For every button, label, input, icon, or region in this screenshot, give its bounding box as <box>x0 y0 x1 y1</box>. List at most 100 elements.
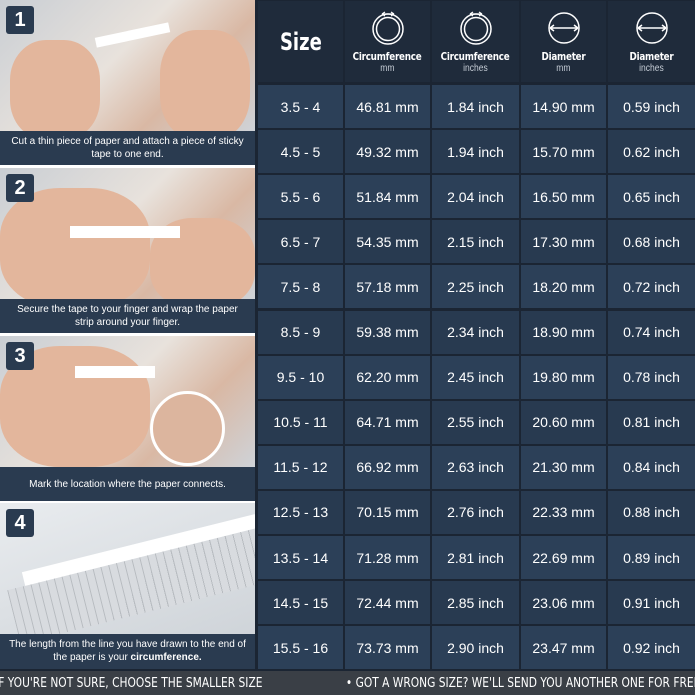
measurement-cell: 22.69 mm <box>521 536 606 579</box>
measurement-cell: 16.50 mm <box>521 175 606 219</box>
footer-notes: • IF YOU'RE NOT SURE, CHOOSE THE SMALLER… <box>0 671 695 695</box>
measurement-cell: 71.28 mm <box>345 536 430 579</box>
measurement-cell: 2.81 inch <box>432 536 519 579</box>
step-2: 2 Secure the tape to your finger and wra… <box>0 168 255 333</box>
diameter-icon <box>546 10 582 46</box>
footer-note-smaller-size: • IF YOU'RE NOT SURE, CHOOSE THE SMALLER… <box>0 675 263 691</box>
measurement-cell: 19.80 mm <box>521 355 606 399</box>
measurement-cell: 0.88 inch <box>608 490 695 534</box>
measurement-cell: 14.90 mm <box>521 85 606 128</box>
size-cell: 14.5 - 15 <box>258 581 343 625</box>
measurement-cell: 15.70 mm <box>521 130 606 174</box>
measurement-cell: 64.71 mm <box>345 400 430 444</box>
measurement-cell: 66.92 mm <box>345 445 430 489</box>
column-header: Circumference inches <box>432 1 519 82</box>
measurement-cell: 59.38 mm <box>345 310 430 354</box>
diameter-icon <box>634 10 670 46</box>
measurement-cell: 0.81 inch <box>608 400 695 444</box>
measurement-cell: 0.59 inch <box>608 85 695 128</box>
header-unit: inches <box>639 62 664 74</box>
size-cell: 7.5 - 8 <box>258 265 343 309</box>
measurement-cell: 0.62 inch <box>608 130 695 174</box>
size-cell: 15.5 - 16 <box>258 626 343 670</box>
column-header: Circumference mm <box>345 1 430 82</box>
measurement-cell: 0.68 inch <box>608 220 695 264</box>
size-cell: 11.5 - 12 <box>258 445 343 489</box>
step-3-photo <box>0 336 255 467</box>
step-caption: Secure the tape to your finger and wrap … <box>17 304 238 328</box>
measurement-cell: 46.81 mm <box>345 85 430 128</box>
instructions-panel: 1 Cut a thin piece of paper and attach a… <box>0 0 255 669</box>
measurement-cell: 0.89 inch <box>608 536 695 579</box>
step-caption: The length from the line you have drawn … <box>9 639 246 663</box>
step-caption: Mark the location where the paper connec… <box>29 478 226 490</box>
measurement-cell: 72.44 mm <box>345 581 430 625</box>
measurement-cell: 57.18 mm <box>345 265 430 309</box>
size-cell: 5.5 - 6 <box>258 175 343 219</box>
size-cell: 6.5 - 7 <box>258 220 343 264</box>
measurement-cell: 0.74 inch <box>608 310 695 354</box>
measurement-cell: 51.84 mm <box>345 175 430 219</box>
column-header: Size <box>258 1 343 82</box>
step-number: 4 <box>6 509 34 537</box>
step-caption: Cut a thin piece of paper and attach a p… <box>11 136 244 160</box>
step-4-photo <box>0 503 255 634</box>
measurement-cell: 49.32 mm <box>345 130 430 174</box>
measurement-cell: 23.06 mm <box>521 581 606 625</box>
measurement-cell: 0.65 inch <box>608 175 695 219</box>
header-title: Diameter <box>629 49 674 63</box>
step-2-photo <box>0 168 255 299</box>
measurement-cell: 2.25 inch <box>432 265 519 309</box>
measurement-cell: 1.94 inch <box>432 130 519 174</box>
header-unit: inches <box>463 62 488 74</box>
column-header: Diameter inches <box>608 1 695 82</box>
size-cell: 8.5 - 9 <box>258 310 343 354</box>
circumference-icon <box>370 10 406 46</box>
measurement-cell: 2.90 inch <box>432 626 519 670</box>
step-3: 3 Mark the location where the paper conn… <box>0 336 255 501</box>
size-cell: 3.5 - 4 <box>258 85 343 128</box>
step-number: 2 <box>6 174 34 202</box>
header-unit: mm <box>380 62 395 74</box>
step-1: 1 Cut a thin piece of paper and attach a… <box>0 0 255 165</box>
size-cell: 13.5 - 14 <box>258 536 343 579</box>
size-cell: 4.5 - 5 <box>258 130 343 174</box>
measurement-cell: 0.78 inch <box>608 355 695 399</box>
column-header: Diameter mm <box>521 1 606 82</box>
circumference-icon <box>458 10 494 46</box>
size-cell: 12.5 - 13 <box>258 490 343 534</box>
measurement-cell: 17.30 mm <box>521 220 606 264</box>
measurement-cell: 0.91 inch <box>608 581 695 625</box>
step-number: 1 <box>6 6 34 34</box>
measurement-cell: 1.84 inch <box>432 85 519 128</box>
step-4: 4 The length from the line you have draw… <box>0 503 255 669</box>
measurement-cell: 18.90 mm <box>521 310 606 354</box>
measurement-cell: 0.84 inch <box>608 445 695 489</box>
header-title: Diameter <box>541 49 586 63</box>
measurement-cell: 73.73 mm <box>345 626 430 670</box>
measurement-cell: 2.55 inch <box>432 400 519 444</box>
measurement-cell: 2.04 inch <box>432 175 519 219</box>
measurement-cell: 2.76 inch <box>432 490 519 534</box>
measurement-cell: 23.47 mm <box>521 626 606 670</box>
header-title: Circumference <box>353 49 422 63</box>
measurement-cell: 0.92 inch <box>608 626 695 670</box>
footer-note-free-replacement: • GOT A WRONG SIZE? WE'LL SEND YOU ANOTH… <box>346 675 695 691</box>
measurement-cell: 0.72 inch <box>608 265 695 309</box>
header-title: Circumference <box>441 49 510 63</box>
header-unit: mm <box>556 62 571 74</box>
measurement-cell: 22.33 mm <box>521 490 606 534</box>
ring-size-table: Size Circumference mm Circumference inches Di… <box>258 0 695 670</box>
measurement-cell: 2.15 inch <box>432 220 519 264</box>
measurement-cell: 54.35 mm <box>345 220 430 264</box>
measurement-cell: 21.30 mm <box>521 445 606 489</box>
measurement-cell: 62.20 mm <box>345 355 430 399</box>
measurement-cell: 18.20 mm <box>521 265 606 309</box>
measurement-cell: 2.34 inch <box>432 310 519 354</box>
size-cell: 9.5 - 10 <box>258 355 343 399</box>
step-number: 3 <box>6 342 34 370</box>
size-cell: 10.5 - 11 <box>258 400 343 444</box>
measurement-cell: 20.60 mm <box>521 400 606 444</box>
measurement-cell: 70.15 mm <box>345 490 430 534</box>
header-title: Size <box>279 27 322 56</box>
